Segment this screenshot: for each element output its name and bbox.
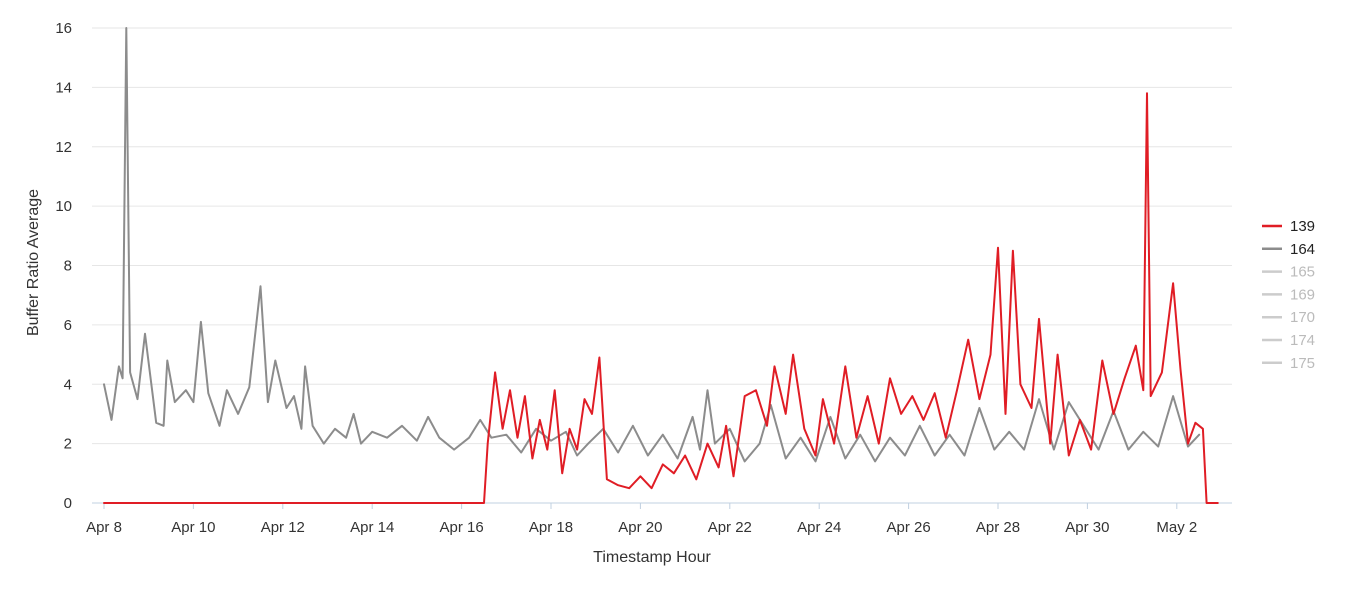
- series-lines: [103, 27, 1219, 504]
- legend-label: 170: [1290, 309, 1315, 326]
- x-axis-title: Timestamp Hour: [593, 549, 711, 566]
- legend: 139 164 165 169 170 174 175: [1262, 218, 1315, 372]
- x-tick-label: Apr 24: [797, 519, 841, 536]
- y-axis-ticks: 0 2 4 6 8 10 12 14 16: [55, 20, 72, 512]
- x-axis-ticks: Apr 8 Apr 10 Apr 12 Apr 14 Apr 16 Apr 18 Apr 2…: [86, 503, 1197, 536]
- y-tick-label: 12: [55, 139, 72, 156]
- x-tick-label: Apr 10: [171, 519, 215, 536]
- x-tick-label: Apr 28: [976, 519, 1020, 536]
- gridlines: [92, 27, 1232, 504]
- x-tick-label: May 2: [1156, 519, 1197, 536]
- legend-item-175[interactable]: 175: [1262, 355, 1315, 372]
- y-tick-label: 4: [64, 376, 72, 393]
- x-tick-label: Apr 20: [618, 519, 662, 536]
- y-tick-label: 8: [64, 258, 72, 275]
- x-tick-label: Apr 14: [350, 519, 394, 536]
- legend-item-170[interactable]: 170: [1262, 309, 1315, 326]
- legend-label: 169: [1290, 286, 1315, 303]
- x-tick-label: Apr 8: [86, 519, 122, 536]
- legend-label: 164: [1290, 241, 1315, 258]
- x-tick-label: Apr 16: [439, 519, 483, 536]
- x-tick-label: Apr 12: [261, 519, 305, 536]
- y-tick-label: 14: [55, 79, 72, 96]
- series-line-139[interactable]: [103, 92, 1219, 504]
- y-axis-title: Buffer Ratio Average: [25, 189, 42, 336]
- x-tick-label: Apr 30: [1065, 519, 1109, 536]
- legend-item-174[interactable]: 174: [1262, 332, 1315, 349]
- legend-item-139[interactable]: 139: [1262, 218, 1315, 235]
- x-tick-label: Apr 26: [886, 519, 930, 536]
- x-tick-label: Apr 22: [708, 519, 752, 536]
- y-tick-label: 2: [64, 436, 72, 453]
- x-tick-label: Apr 18: [529, 519, 573, 536]
- y-tick-label: 0: [64, 495, 72, 512]
- legend-label: 139: [1290, 218, 1315, 235]
- legend-label: 165: [1290, 264, 1315, 281]
- y-tick-label: 16: [55, 20, 72, 37]
- legend-item-169[interactable]: 169: [1262, 286, 1315, 303]
- legend-item-165[interactable]: 165: [1262, 264, 1315, 281]
- legend-label: 174: [1290, 332, 1315, 349]
- legend-item-164[interactable]: 164: [1262, 241, 1315, 258]
- legend-label: 175: [1290, 355, 1315, 372]
- series-line-164[interactable]: [103, 27, 1201, 463]
- y-tick-label: 10: [55, 198, 72, 215]
- y-tick-label: 6: [64, 317, 72, 334]
